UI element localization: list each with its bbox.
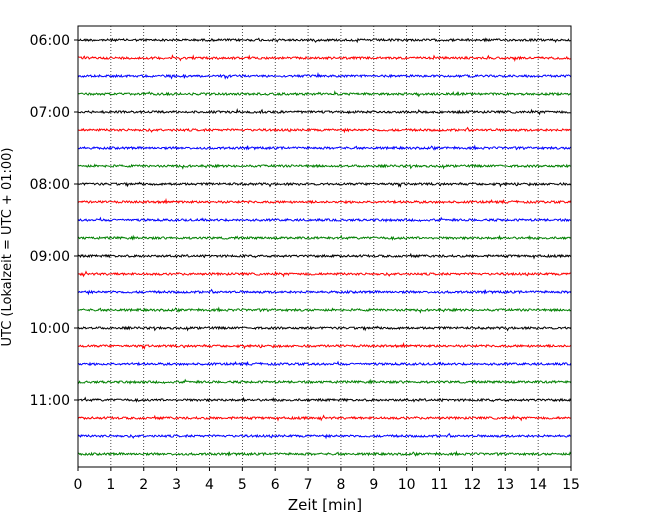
x-tick-label-13: 13 xyxy=(496,477,514,493)
trace-row-22 xyxy=(77,432,572,440)
trace-row-0 xyxy=(77,37,571,44)
trace-row-23 xyxy=(77,450,572,457)
x-tick-label-5: 5 xyxy=(238,477,247,493)
trace-row-16 xyxy=(77,325,572,332)
x-tick-label-8: 8 xyxy=(336,477,345,493)
trace-lines xyxy=(77,37,572,457)
y-axis-label: UTC (Lokalzeit = UTC + 01:00) xyxy=(0,148,15,347)
plot-background xyxy=(78,26,571,467)
x-tick-label-3: 3 xyxy=(172,477,181,493)
trace-row-7 xyxy=(77,163,571,170)
trace-row-15 xyxy=(77,306,572,314)
trace-row-17 xyxy=(77,341,572,350)
x-tick-label-14: 14 xyxy=(529,477,547,493)
x-tick-label-0: 0 xyxy=(74,477,83,493)
trace-row-19 xyxy=(77,378,572,385)
plot-frame xyxy=(77,25,572,468)
y-tick-label-06:00: 06:00 xyxy=(30,33,70,49)
y-axis-ticks: 06:00 07:00 08:00 09:00 10:00 11:00 xyxy=(30,33,78,409)
trace-row-9 xyxy=(77,197,572,205)
trace-row-4 xyxy=(77,107,571,116)
x-tick-label-10: 10 xyxy=(398,477,416,493)
trace-row-1 xyxy=(77,54,572,63)
y-tick-label-11:00: 11:00 xyxy=(30,393,70,409)
y-tick-label-08:00: 08:00 xyxy=(30,177,70,193)
trace-row-3 xyxy=(77,90,572,98)
x-tick-label-15: 15 xyxy=(562,477,580,493)
x-tick-label-7: 7 xyxy=(304,477,313,493)
trace-row-20 xyxy=(77,396,572,403)
x-tick-label-12: 12 xyxy=(463,477,481,493)
x-tick-label-1: 1 xyxy=(106,477,115,493)
x-axis-label: Zeit [min] xyxy=(288,496,362,514)
x-tick-label-2: 2 xyxy=(139,477,148,493)
x-tick-label-9: 9 xyxy=(369,477,378,493)
y-tick-label-10:00: 10:00 xyxy=(30,321,70,337)
trace-row-6 xyxy=(77,144,572,151)
trace-row-18 xyxy=(77,360,572,367)
trace-row-13 xyxy=(77,270,571,278)
y-tick-label-09:00: 09:00 xyxy=(30,249,70,265)
x-tick-label-4: 4 xyxy=(205,477,214,493)
y-tick-label-07:00: 07:00 xyxy=(30,105,70,121)
trace-row-11 xyxy=(77,234,572,241)
trace-row-21 xyxy=(77,414,571,422)
trace-row-5 xyxy=(77,126,571,134)
x-tick-label-6: 6 xyxy=(271,477,280,493)
trace-row-14 xyxy=(77,288,572,296)
x-tick-label-11: 11 xyxy=(431,477,449,493)
trace-row-10 xyxy=(77,216,572,223)
trace-row-2 xyxy=(77,72,572,80)
trace-row-8 xyxy=(77,181,572,188)
x-axis-ticks: 0 1 2 3 4 5 6 7 8 9 10 11 12 13 14 15 xyxy=(74,467,580,493)
trace-row-12 xyxy=(77,252,572,260)
